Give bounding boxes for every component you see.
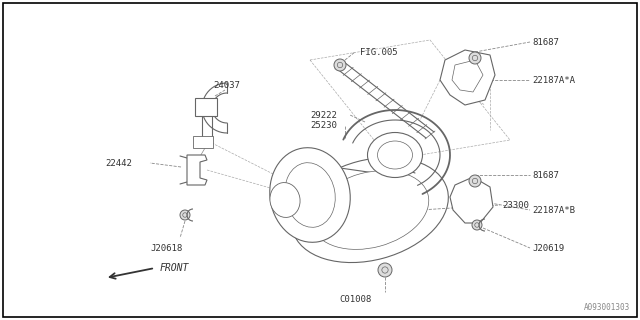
Text: 23300: 23300 bbox=[502, 201, 529, 210]
Circle shape bbox=[334, 59, 346, 71]
Ellipse shape bbox=[285, 163, 335, 227]
Ellipse shape bbox=[378, 141, 413, 169]
Circle shape bbox=[469, 175, 481, 187]
Ellipse shape bbox=[367, 132, 422, 178]
Circle shape bbox=[180, 210, 190, 220]
Text: J20619: J20619 bbox=[532, 244, 564, 252]
Text: FRONT: FRONT bbox=[160, 263, 189, 273]
Text: 81687: 81687 bbox=[532, 37, 559, 46]
Circle shape bbox=[378, 263, 392, 277]
Text: J20618: J20618 bbox=[150, 244, 182, 252]
Text: C01008: C01008 bbox=[339, 295, 371, 305]
Ellipse shape bbox=[311, 171, 429, 249]
Text: 29222: 29222 bbox=[310, 110, 337, 119]
Polygon shape bbox=[187, 155, 207, 185]
Text: 22187A*A: 22187A*A bbox=[532, 76, 575, 84]
Text: 24037: 24037 bbox=[214, 81, 241, 90]
Text: 25230: 25230 bbox=[310, 121, 337, 130]
Text: 81687: 81687 bbox=[532, 171, 559, 180]
Ellipse shape bbox=[270, 183, 300, 217]
Ellipse shape bbox=[269, 148, 350, 242]
Circle shape bbox=[472, 220, 482, 230]
Bar bbox=[195, 98, 217, 116]
Polygon shape bbox=[450, 177, 493, 223]
Text: FIG.005: FIG.005 bbox=[360, 47, 397, 57]
Text: A093001303: A093001303 bbox=[584, 303, 630, 312]
Bar bbox=[193, 136, 213, 148]
Ellipse shape bbox=[292, 157, 449, 262]
Text: 22187A*B: 22187A*B bbox=[532, 205, 575, 214]
Circle shape bbox=[469, 52, 481, 64]
Text: 22442: 22442 bbox=[105, 158, 132, 167]
Polygon shape bbox=[440, 50, 495, 105]
